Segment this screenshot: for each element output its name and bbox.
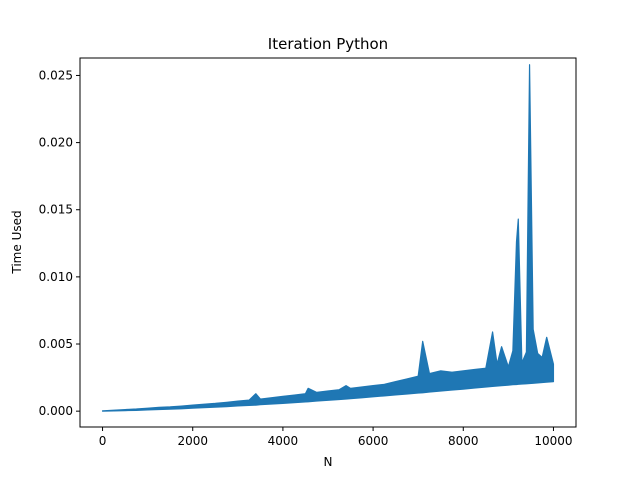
y-tick-label: 0.025 bbox=[39, 68, 73, 82]
y-tick-label: 0.015 bbox=[39, 203, 73, 217]
chart-title: Iteration Python bbox=[268, 35, 388, 53]
x-tick-label: 6000 bbox=[358, 434, 389, 448]
x-tick-label: 10000 bbox=[534, 434, 572, 448]
plot-area bbox=[101, 64, 555, 412]
x-axis: 0 2000 4000 6000 8000 10000 bbox=[99, 427, 573, 448]
x-tick-label: 2000 bbox=[177, 434, 208, 448]
y-tick-label: 0.020 bbox=[39, 136, 73, 150]
axes-frame bbox=[79, 57, 577, 428]
x-axis-label: N bbox=[324, 455, 333, 469]
x-tick-label: 4000 bbox=[268, 434, 299, 448]
y-tick-label: 0.005 bbox=[39, 337, 73, 351]
y-tick-label: 0.000 bbox=[39, 404, 73, 418]
y-axis: 0.000 0.005 0.010 0.015 0.020 0.025 bbox=[39, 68, 80, 418]
series-0-line bbox=[101, 64, 555, 412]
y-axis-label: Time Used bbox=[10, 210, 24, 274]
x-tick-label: 0 bbox=[99, 434, 107, 448]
x-tick-label: 8000 bbox=[448, 434, 479, 448]
y-tick-label: 0.010 bbox=[39, 270, 73, 284]
